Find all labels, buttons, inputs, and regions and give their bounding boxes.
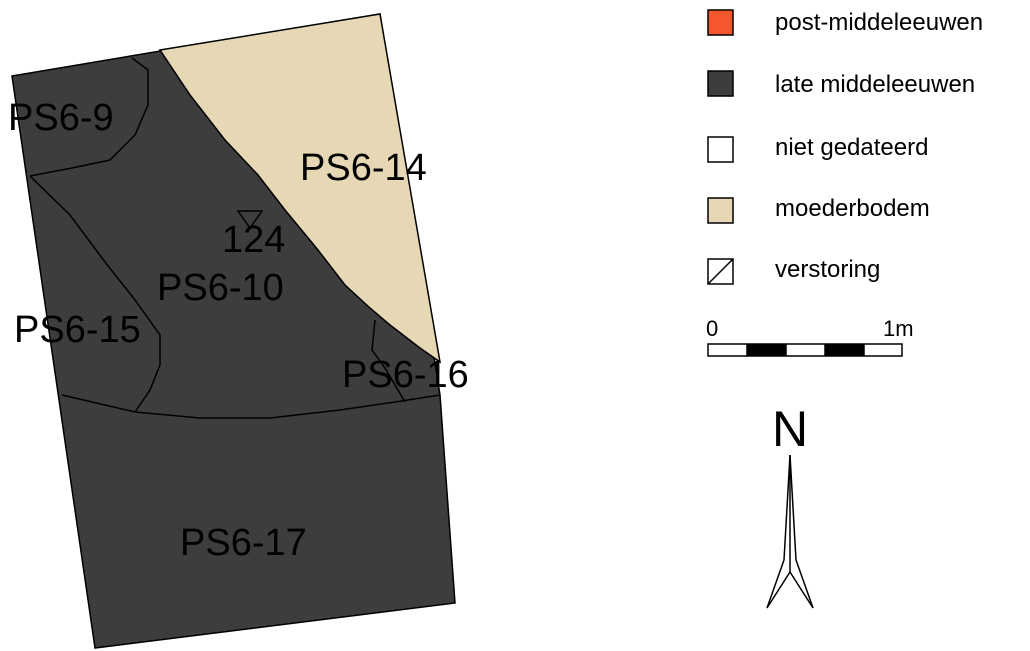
point-124-marker-icon (236, 210, 264, 230)
north-arrow-icon (766, 454, 814, 609)
north-label: N (772, 401, 808, 457)
label-ps6-15: PS6-15 (14, 309, 141, 351)
feature-boundaries (29, 57, 441, 419)
legend-label-verstoring: verstoring (775, 256, 880, 283)
label-ps6-17: PS6-17 (180, 522, 307, 564)
legend-label-late-middeleeuwen: late middeleeuwen (775, 71, 975, 98)
legend-label-post-middeleeuwen: post-middeleeuwen (775, 9, 983, 36)
north-arrow: N (766, 401, 814, 609)
legend-label-niet-gedateerd: niet gedateerd (775, 134, 928, 161)
legend: post-middeleeuwen late middeleeuwen niet… (707, 9, 983, 285)
scale-bar: 0 1m (706, 316, 914, 357)
scale-segment (747, 344, 786, 356)
label-ps6-9: PS6-9 (8, 97, 114, 139)
late-middeleeuwen-swatch (707, 70, 734, 97)
scale-segment (825, 344, 864, 356)
niet-gedateerd-swatch (707, 136, 734, 163)
legend-label-moederbodem: moederbodem (775, 195, 930, 222)
label-ps6-14: PS6-14 (300, 147, 427, 189)
label-ps6-10: PS6-10 (157, 267, 284, 309)
post-middeleeuwen-swatch (707, 9, 734, 36)
label-point-124: 124 (222, 219, 285, 261)
label-ps6-16: PS6-16 (342, 354, 469, 396)
plan-drawing: PS6-9 PS6-14 124 PS6-10 PS6-15 PS6-16 PS… (8, 13, 469, 649)
scale-end-label: 1m (883, 316, 914, 341)
feature-ps6-14-area (158, 13, 442, 364)
scale-start-label: 0 (706, 316, 718, 341)
moederbodem-swatch (707, 197, 734, 224)
verstoring-swatch (707, 258, 734, 285)
